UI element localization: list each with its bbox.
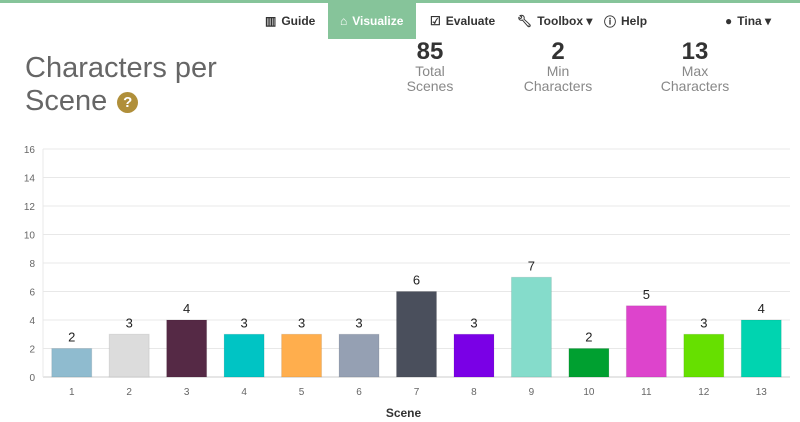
stat-label: Characters [523,78,593,94]
nav-help[interactable]: ⓘ Help [604,3,647,39]
y-tick-label: 0 [29,373,35,384]
x-tick-label: 2 [126,387,132,398]
bar-value-label: 2 [585,330,592,345]
binoculars-icon: ⌂ [340,14,348,28]
bar[interactable] [568,348,610,378]
map-icon: ▥ [265,14,277,28]
bar-value-label: 4 [758,301,765,316]
stat-max-characters: 13 Max Characters [635,40,755,94]
bar[interactable] [740,319,782,378]
bar-value-label: 2 [68,330,75,345]
x-tick-label: 12 [698,387,710,398]
x-tick-label: 7 [414,387,420,398]
x-tick-label: 9 [529,387,535,398]
bar-value-label: 3 [355,315,362,330]
nav-guide[interactable]: ▥ Guide [265,3,315,39]
x-tick-label: 3 [184,387,190,398]
top-accent-bar [0,0,800,3]
caret-down-icon: ▾ [583,14,593,28]
user-name: Tina [737,14,762,28]
bar[interactable] [453,333,495,378]
bar-value-label: 3 [470,315,477,330]
bar[interactable] [510,276,552,378]
x-tick-label: 11 [641,387,652,398]
bar[interactable] [51,348,93,378]
bar-value-label: 4 [183,301,190,316]
stat-label: Characters [660,78,730,94]
nav-toolbox[interactable]: 🔧︎ Toolbox ▾ [517,3,592,39]
y-tick-label: 2 [29,345,35,356]
bar[interactable] [223,333,265,378]
y-tick-label: 10 [24,231,36,242]
stat-min-characters: 2 Min Characters [498,40,618,94]
bar-value-label: 3 [126,315,133,330]
question-circle-icon: ⓘ [604,14,617,29]
y-tick-label: 12 [24,202,36,213]
y-tick-label: 4 [29,316,35,327]
checkbox-icon: ☑ [430,14,441,28]
nav-label: Visualize [352,14,404,28]
bar[interactable] [625,305,667,378]
x-tick-label: 5 [299,387,305,398]
x-tick-label: 13 [756,387,768,398]
x-axis-title: Scene [386,406,422,420]
bar-value-label: 7 [528,258,535,273]
y-tick-label: 14 [24,174,36,185]
bar[interactable] [338,333,380,378]
caret-down-icon: ▾ [761,14,772,28]
stat-label: Scenes [406,78,454,94]
nav-label: Guide [281,14,316,28]
x-tick-label: 8 [471,387,477,398]
stat-label: Total [415,63,445,79]
nav-visualize[interactable]: ⌂ Visualize [328,3,416,39]
stat-value: 85 [416,38,444,65]
stat-total-scenes: 85 Total Scenes [370,40,490,94]
x-tick-label: 1 [69,387,75,398]
nav-label: Toolbox [537,14,584,28]
y-tick-label: 16 [24,145,36,156]
stat-label: Min [546,63,570,79]
user-circle-icon: ● [725,14,733,28]
bar-value-label: 3 [700,315,707,330]
bar[interactable] [166,319,208,378]
stat-value: 2 [551,38,565,65]
y-tick-label: 6 [29,288,35,299]
bar-value-label: 5 [643,287,650,302]
help-icon[interactable]: ? [117,91,139,113]
x-tick-label: 10 [583,387,595,398]
bar-value-label: 6 [413,273,420,288]
bar-value-label: 3 [240,315,247,330]
title-text: Characters per Scene [25,52,217,117]
user-menu[interactable]: ● Tina ▾ [725,3,771,39]
stat-value: 13 [681,38,709,65]
wrench-icon: 🔧︎ [517,14,533,28]
nav-label: Evaluate [445,14,496,28]
y-tick-label: 8 [29,259,35,270]
bar[interactable] [396,291,437,378]
bar[interactable] [281,333,323,378]
page-title: Characters per Scene? [25,52,245,118]
stat-label: Max [681,63,709,79]
bar[interactable] [108,333,150,378]
x-tick-label: 6 [356,387,362,398]
x-tick-label: 4 [241,387,247,398]
bar[interactable] [683,333,725,378]
nav-evaluate[interactable]: ☑ Evaluate [430,3,495,39]
nav-label: Help [621,14,648,28]
bar-value-label: 3 [298,315,305,330]
